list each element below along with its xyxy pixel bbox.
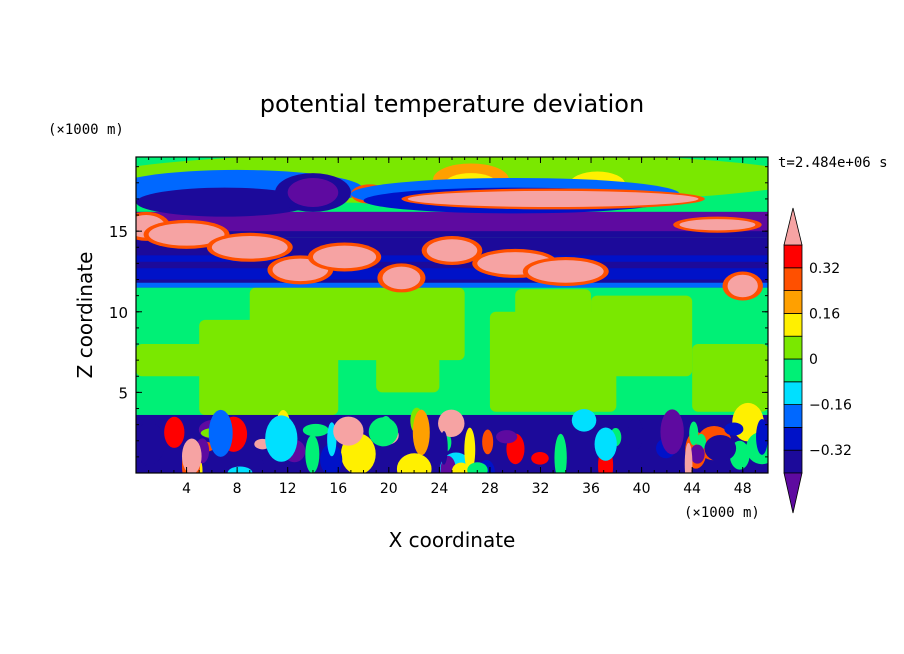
field-blob (396, 453, 432, 473)
x-tick-label: 12 (279, 481, 297, 497)
field-blob (464, 427, 476, 473)
chart-title: potential temperature deviation (260, 90, 644, 118)
field-blob (496, 430, 518, 444)
field-patch (515, 289, 592, 345)
field-patch (376, 327, 440, 393)
x-unit-label: (×1000 m) (684, 505, 760, 521)
field-blob (627, 418, 644, 451)
field-blob (704, 434, 737, 462)
field-blob (571, 408, 597, 432)
colorbar-swatch (783, 358, 803, 383)
field-blob (426, 239, 478, 262)
field-blob (333, 416, 364, 446)
time-label: t=2.484e+06 s (778, 155, 888, 171)
field-blob (724, 422, 744, 436)
y-axis-title: Z coordinate (73, 252, 97, 379)
colorbar-label: 0 (809, 352, 818, 368)
colorbar-swatch (783, 244, 803, 269)
x-tick-label: 28 (481, 481, 499, 497)
colorbar-label: 0.32 (809, 261, 840, 277)
field-blob (302, 423, 329, 437)
y-tick-label: 10 (109, 304, 128, 322)
field-blob (412, 409, 430, 456)
colorbar-swatch (783, 381, 803, 405)
colorbar: 0.32 0.16 0 −0.16 −0.32 (783, 207, 852, 514)
field-blob (136, 187, 313, 217)
field-blob (438, 409, 465, 438)
field-blob (320, 443, 343, 473)
field-blob (531, 451, 549, 465)
field-blob (164, 416, 185, 448)
field-blob (660, 409, 684, 455)
x-tick-label: 48 (734, 481, 752, 497)
field-blob (467, 462, 488, 473)
x-tick-label: 40 (633, 481, 651, 497)
x-axis: 4 8 12 16 20 24 28 32 36 40 44 48 (148, 157, 756, 497)
field-blob (136, 422, 165, 465)
x-tick-label: 16 (329, 481, 347, 497)
colorbar-swatch (783, 404, 803, 428)
field-blob (379, 415, 393, 439)
colorbar-swatch (783, 449, 803, 474)
x-tick-label: 20 (380, 481, 398, 497)
field-blob (482, 429, 494, 455)
colorbar-swatch (783, 426, 803, 451)
x-axis-title: X coordinate (389, 528, 516, 552)
field-blob (287, 177, 339, 207)
y-tick-label: 15 (109, 223, 128, 241)
field-blob (679, 219, 756, 231)
field-blob (181, 438, 202, 473)
field-band (136, 231, 768, 238)
x-tick-label: 8 (233, 481, 242, 497)
field-patch (136, 344, 263, 377)
field-patch (591, 295, 693, 377)
field-blob (208, 409, 233, 457)
field-blob (527, 260, 604, 283)
heatmap-field (136, 157, 768, 473)
colorbar-upper-extension (783, 207, 803, 246)
colorbar-swatch (783, 267, 803, 291)
x-tick-label: 4 (182, 481, 191, 497)
colorbar-lower-extension (783, 472, 803, 514)
colorbar-label: −0.16 (809, 398, 852, 414)
field-blob (690, 444, 705, 464)
x-tick-label: 24 (430, 481, 448, 497)
field-blob (211, 236, 288, 259)
field-blob (689, 421, 699, 446)
field-blob (684, 442, 693, 473)
field-blob (451, 462, 471, 473)
field-blob (727, 274, 758, 298)
colorbar-swatch (783, 312, 803, 337)
field-blob (554, 433, 567, 473)
field-blob (756, 418, 768, 455)
x-tick-label: 36 (582, 481, 600, 497)
field-blob (382, 266, 421, 290)
field-band (136, 268, 768, 280)
field-blob (227, 466, 253, 473)
colorbar-label: −0.32 (809, 443, 852, 459)
field-blob (305, 435, 320, 473)
colorbar-label: 0.16 (809, 306, 840, 322)
field-blob (312, 245, 377, 269)
field-blob (230, 446, 265, 473)
x-tick-label: 32 (532, 481, 550, 497)
field-blob (407, 190, 699, 207)
y-axis: 5 10 15 (109, 166, 768, 458)
colorbar-swatch (783, 335, 803, 360)
field-patch (692, 344, 768, 412)
field-blob (265, 415, 298, 462)
colorbar-swatch (783, 290, 803, 314)
field-blob (594, 427, 617, 461)
x-tick-label: 44 (683, 481, 701, 497)
y-tick-label: 5 (118, 384, 128, 402)
field-blob (440, 431, 448, 465)
field-blob (148, 223, 225, 246)
y-unit-label: (×1000 m) (48, 122, 124, 138)
field-band (136, 282, 768, 288)
